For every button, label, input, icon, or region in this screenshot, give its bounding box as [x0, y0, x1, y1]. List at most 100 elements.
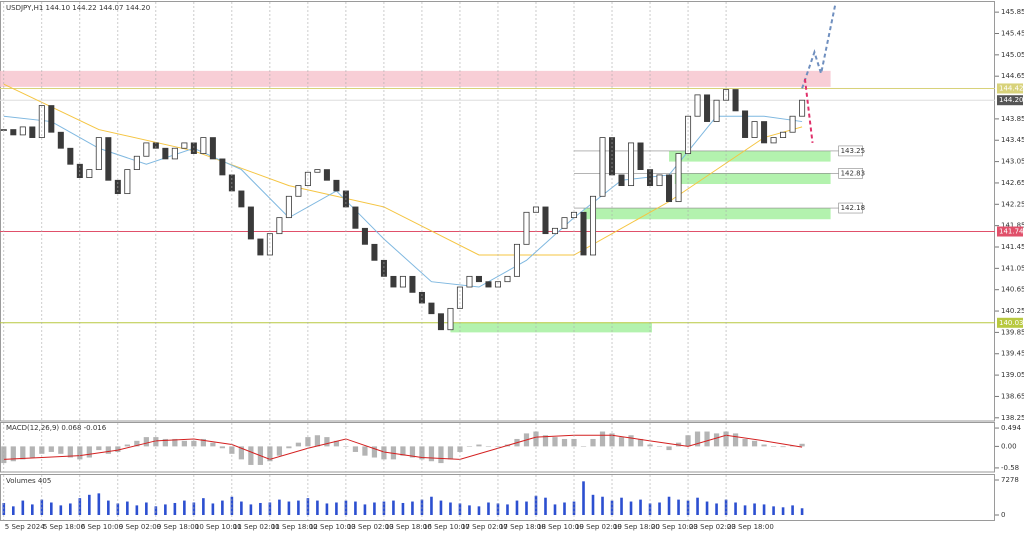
macd-bar — [533, 431, 539, 447]
x-tick-label: 13 Sep 18:00 — [385, 523, 432, 531]
volume-bar — [249, 504, 253, 515]
volume-bar — [31, 504, 34, 515]
y-tick-label: 0 — [1001, 511, 1005, 519]
volume-bar — [164, 504, 167, 515]
volume-bar — [230, 496, 234, 515]
candle — [761, 121, 768, 144]
volume-bar — [506, 504, 509, 515]
candle — [418, 291, 425, 304]
candle — [86, 169, 93, 179]
macd-bar — [333, 440, 340, 447]
candle — [580, 211, 587, 256]
macd-bar — [694, 431, 701, 447]
volume-bar — [781, 507, 785, 515]
candle — [504, 275, 511, 283]
volume-bar — [677, 499, 680, 515]
x-tick-label: 5 Sep 18:00 — [43, 523, 85, 531]
macd-bar — [561, 438, 568, 447]
volume-bar — [211, 503, 215, 515]
volume-bar — [154, 506, 158, 515]
macd-bar — [172, 438, 178, 447]
volume-bar — [411, 501, 414, 515]
x-tick-label: 9 Sep 18:00 — [157, 523, 199, 531]
candle — [799, 99, 806, 117]
macd-bar — [466, 446, 473, 447]
volume-bar — [287, 501, 291, 515]
y-tick-label: 145.05 — [1001, 51, 1024, 59]
x-tick-label: 13 Sep 02:00 — [347, 523, 394, 531]
zone-label-box — [838, 145, 863, 157]
macd-bar — [96, 446, 102, 451]
macd-bar — [799, 443, 805, 447]
candle — [675, 153, 682, 203]
candle — [647, 169, 654, 187]
candle — [618, 174, 625, 187]
macd-bar — [295, 442, 302, 447]
macd-bar — [29, 446, 35, 458]
zone — [450, 322, 652, 333]
candle — [247, 206, 254, 240]
volume-bar — [734, 502, 737, 515]
volume-bar — [240, 501, 243, 515]
volume-pane — [0, 474, 995, 521]
macd-label: MACD(12,26,9) 0.068 -0.016 — [6, 424, 107, 432]
level-label-box — [997, 83, 1023, 94]
x-tick-label: 5 Sep 2024 — [5, 523, 45, 531]
candle — [352, 206, 359, 229]
volume-bar — [753, 503, 756, 515]
macd-bar — [305, 437, 311, 447]
volume-bar — [373, 502, 376, 515]
volume-bar — [202, 498, 205, 515]
candle — [200, 137, 207, 154]
candle — [447, 307, 454, 331]
volume-bar — [515, 500, 519, 515]
macd-bar — [219, 446, 225, 449]
macd-bar — [276, 446, 283, 456]
y-tick-label: 141.05 — [1001, 264, 1024, 272]
candle — [789, 115, 796, 133]
macd-bar — [656, 446, 663, 447]
macd-bar — [229, 446, 235, 454]
y-tick-label: 143.45 — [1001, 136, 1024, 144]
macd-bar — [267, 446, 273, 462]
volume-bar — [401, 502, 405, 515]
volume-bar — [705, 501, 709, 515]
volume-bar — [59, 505, 63, 515]
macd-bar — [362, 446, 368, 456]
macd-bar — [20, 446, 26, 460]
volume-bar — [487, 502, 490, 515]
candle — [599, 137, 606, 197]
macd-bar — [153, 437, 159, 447]
candle — [143, 142, 150, 157]
candle — [10, 129, 17, 136]
volume-bar — [183, 500, 186, 515]
volume-bar — [259, 502, 262, 515]
volume-bar — [658, 502, 661, 515]
candle — [95, 137, 102, 171]
macd-bar — [666, 446, 672, 451]
chart-header: USDJPY,H1 144.10 144.22 144.07 144.20 — [6, 4, 150, 12]
macd-bar — [780, 446, 786, 448]
macd-bar — [599, 431, 606, 447]
macd-bar — [352, 446, 359, 452]
volume-bar — [534, 495, 538, 515]
zone — [583, 208, 831, 220]
candle — [238, 190, 245, 208]
candle — [780, 131, 787, 138]
zone-label: 143.25 — [841, 147, 866, 155]
candle — [428, 302, 435, 315]
volume-bar — [145, 502, 148, 515]
candle — [285, 195, 292, 219]
zone-label-box — [838, 202, 863, 214]
macd-bar — [39, 446, 45, 454]
volume-bar — [715, 503, 718, 515]
price-pane — [0, 1, 995, 422]
y-tick-label: 143.85 — [1001, 115, 1024, 123]
volume-bar — [620, 497, 623, 515]
y-tick-label: 139.45 — [1001, 350, 1024, 358]
macd-bar — [713, 433, 720, 447]
macd-bar — [647, 444, 653, 447]
current-price-box — [997, 95, 1023, 106]
forecast-path — [803, 78, 814, 144]
